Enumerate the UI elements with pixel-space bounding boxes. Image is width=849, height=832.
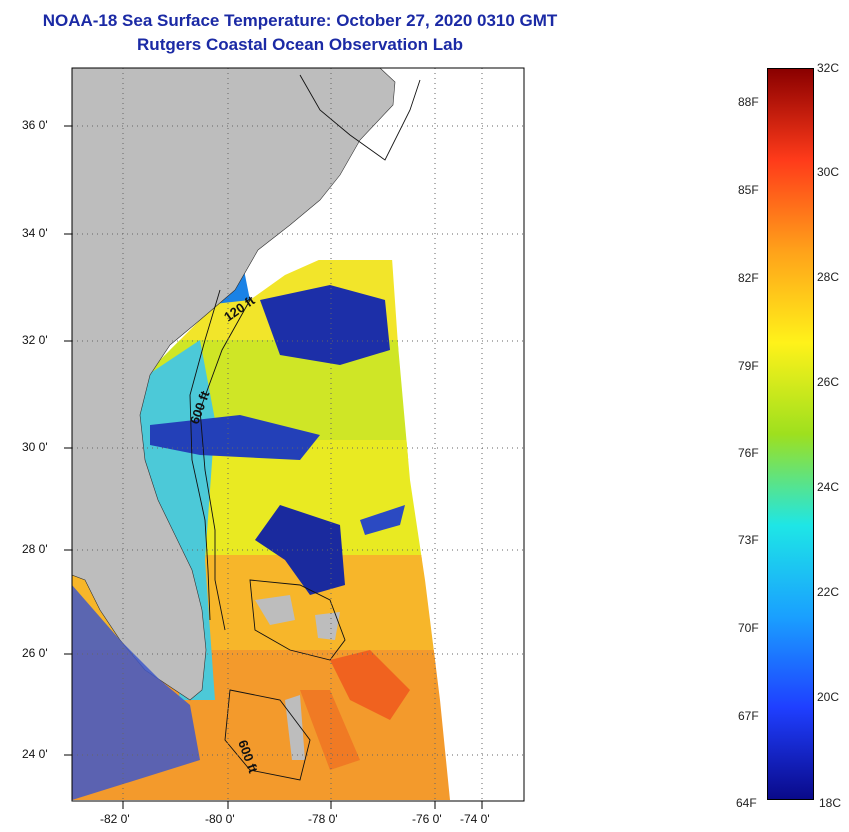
longitude-label: -74 0': [460, 812, 490, 826]
longitude-label: -76 0': [412, 812, 442, 826]
latitude-label: 32 0': [22, 333, 48, 347]
colorbar-c-label: 20C: [817, 690, 840, 704]
axis-ticks: [64, 125, 483, 809]
colorbar-c-label: 22C: [817, 585, 840, 599]
colorbar-c-label: 18C: [819, 796, 842, 810]
colorbar-f-label: 79F: [738, 359, 759, 373]
bahamas-island: [285, 695, 305, 760]
latitude-label: 24 0': [22, 747, 48, 761]
contour-line: [224, 689, 311, 781]
colorbar-c-label: 24C: [817, 480, 840, 494]
latitude-label: 28 0': [22, 542, 48, 556]
colorbar-f-label: 70F: [738, 621, 759, 635]
contour-line: [249, 579, 346, 661]
colorbar-f-label: 64F: [736, 796, 757, 810]
map-title: NOAA-18 Sea Surface Temperature: October…: [42, 11, 558, 30]
temperature-colorbar: [767, 68, 814, 800]
map-subtitle: Rutgers Coastal Ocean Observation Lab: [137, 35, 463, 54]
contour-line: [199, 299, 251, 631]
colorbar-c-label: 28C: [817, 270, 840, 284]
colorbar-f-label: 88F: [738, 95, 759, 109]
colorbar-c-label: 30C: [817, 165, 840, 179]
longitude-label: -82 0': [100, 812, 130, 826]
cloud-mask: [240, 200, 388, 300]
colorbar-f-label: 67F: [738, 709, 759, 723]
contour-line: [299, 74, 421, 161]
contour-line: [189, 289, 221, 621]
latitude-label: 30 0': [22, 440, 48, 454]
colorbar-c-label: 32C: [817, 61, 840, 75]
latitude-label: 26 0': [22, 646, 48, 660]
colorbar-f-label: 82F: [738, 271, 759, 285]
southwest-swath: [72, 585, 200, 800]
bahamas-island: [315, 612, 340, 640]
latitude-label: 36 0': [22, 118, 48, 132]
graticule: [72, 68, 524, 801]
map-border: [71, 67, 525, 802]
colorbar-c-label: 26C: [817, 375, 840, 389]
colorbar-f-label: 76F: [738, 446, 759, 460]
colorbar-f-label: 85F: [738, 183, 759, 197]
longitude-label: -78 0': [308, 812, 338, 826]
colorbar-f-label: 73F: [738, 533, 759, 547]
bahamas-island: [255, 595, 295, 625]
latitude-label: 34 0': [22, 226, 48, 240]
longitude-label: -80 0': [205, 812, 235, 826]
